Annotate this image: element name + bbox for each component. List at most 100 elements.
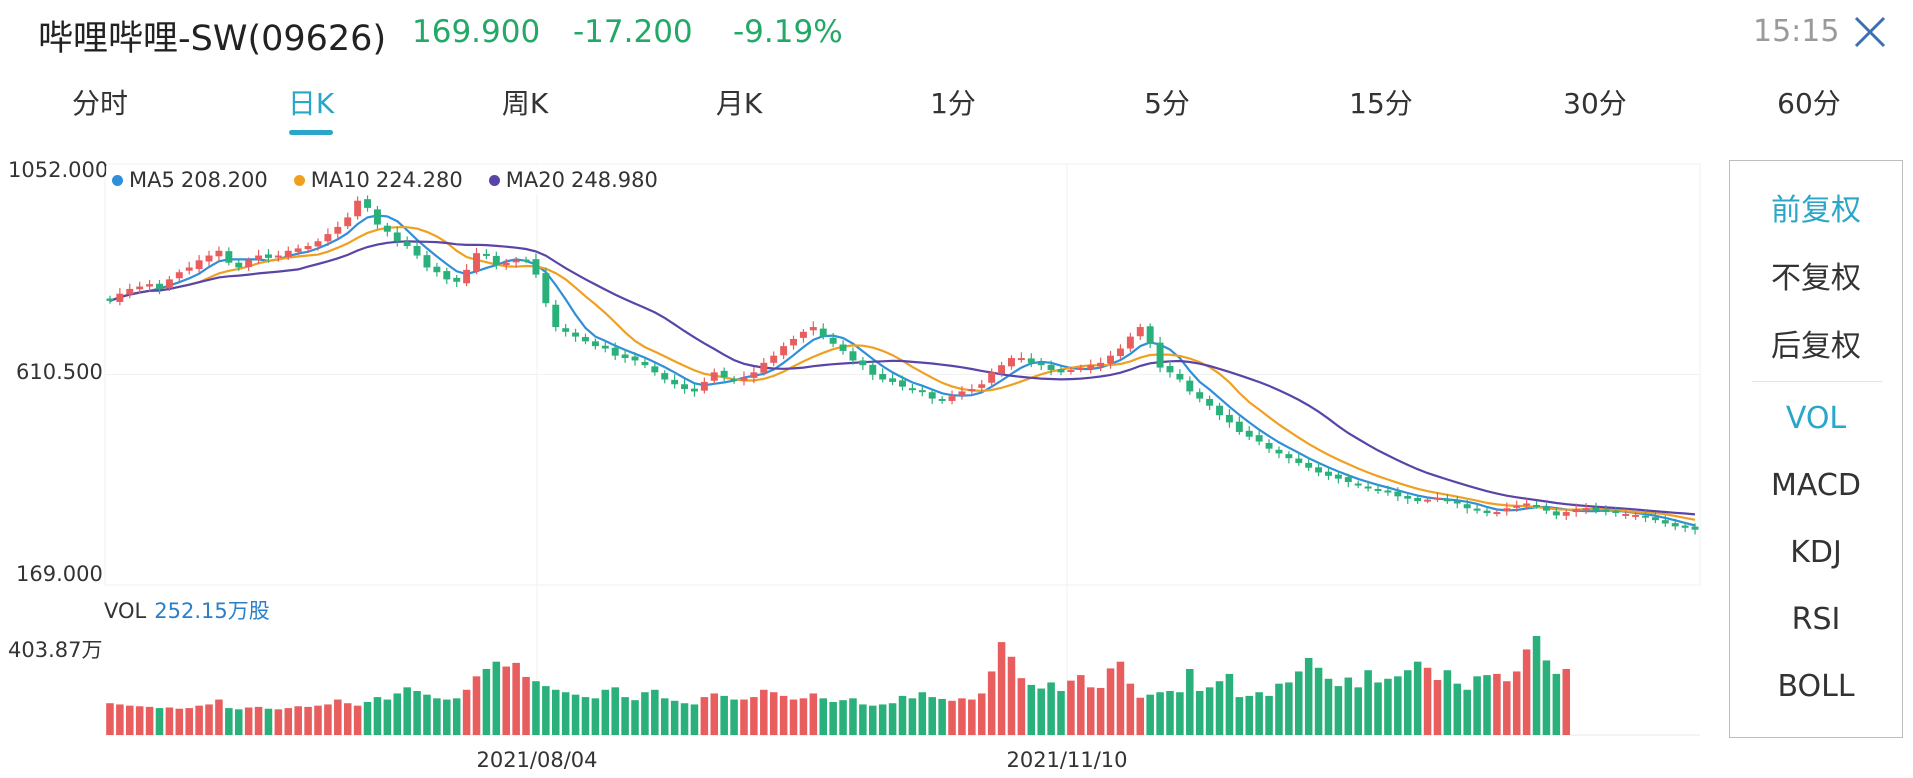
candle-body — [998, 365, 1006, 374]
volume-bar — [660, 698, 669, 735]
volume-bar — [1463, 689, 1471, 735]
candle-body — [651, 366, 659, 373]
candle-body — [1295, 458, 1303, 463]
indicator-macd[interactable]: MACD — [1771, 468, 1861, 503]
tab-monthly-k[interactable]: 月K — [715, 87, 763, 120]
volume-bar — [363, 702, 372, 735]
candle-body — [344, 217, 352, 227]
moving-average-lines — [109, 214, 1696, 527]
candle-body — [512, 260, 520, 263]
candle-body — [304, 246, 312, 250]
tab-60min[interactable]: 60分 — [1777, 87, 1841, 120]
candle-body — [1691, 526, 1699, 530]
volume-title: VOL — [104, 599, 147, 623]
volume-bar — [1285, 682, 1293, 735]
candle-body — [1443, 499, 1451, 502]
adjust-backward[interactable]: 后复权 — [1771, 329, 1861, 364]
candle-body — [1364, 486, 1372, 489]
volume-bar — [353, 705, 362, 735]
volume-bar — [244, 707, 253, 735]
volume-bar — [1176, 692, 1184, 735]
candle-body — [661, 373, 669, 380]
candle-body — [433, 266, 441, 273]
volume-bar — [1017, 678, 1026, 735]
volume-bar — [710, 693, 719, 735]
candle-body — [532, 259, 540, 275]
candle-body — [671, 379, 679, 385]
volume-bar — [928, 697, 936, 735]
candle-body — [393, 232, 401, 242]
candle-body — [918, 390, 926, 393]
volume-bar — [680, 703, 689, 735]
volume-bar — [1245, 695, 1254, 735]
candle-body — [1354, 483, 1362, 486]
candle-body — [879, 373, 887, 380]
candle-body — [1533, 504, 1541, 507]
candle-body — [809, 327, 817, 331]
candle-body — [552, 304, 560, 328]
candle-body — [899, 380, 906, 387]
candle-body — [1552, 511, 1560, 516]
volume-bar — [760, 689, 768, 735]
candle-body — [1463, 504, 1471, 509]
legend-ma5-value: 208.200 — [180, 168, 268, 192]
legend-ma20-name: MA20 — [505, 168, 565, 192]
candle-body — [1305, 462, 1313, 468]
indicator-boll[interactable]: BOLL — [1777, 669, 1855, 704]
panel-divider — [1752, 381, 1882, 382]
adjust-forward[interactable]: 前复权 — [1771, 193, 1861, 228]
tab-fenshi[interactable]: 分时 — [71, 87, 129, 120]
candle-body — [928, 392, 936, 399]
candle-body — [849, 351, 857, 361]
candle-body — [1523, 503, 1531, 506]
adjust-none[interactable]: 不复权 — [1771, 261, 1861, 296]
volume-bar — [938, 698, 946, 735]
candle-body — [1265, 443, 1273, 449]
volume-bar — [1205, 687, 1214, 735]
indicator-kdj[interactable]: KDJ — [1790, 535, 1842, 570]
candle-body — [1325, 471, 1332, 476]
candle-body — [1671, 523, 1679, 527]
candle-body — [334, 226, 342, 234]
volume-bar — [591, 698, 600, 735]
volume-bar — [1473, 676, 1481, 735]
tab-5min[interactable]: 5分 — [1144, 87, 1190, 120]
indicator-rsi[interactable]: RSI — [1791, 602, 1841, 637]
candle-body — [1116, 348, 1124, 357]
volume-bar — [789, 699, 798, 735]
volume-bar — [740, 699, 748, 735]
volume-bar — [1413, 661, 1422, 735]
indicator-panel: 前复权 不复权 后复权 VOL MACD KDJ RSI BOLL — [1729, 160, 1903, 738]
indicator-vol[interactable]: VOL — [1785, 401, 1847, 436]
candle-body — [582, 336, 589, 342]
volume-bar — [908, 698, 917, 735]
candle-body — [889, 378, 897, 382]
candle-body — [1513, 505, 1521, 508]
candle-body — [760, 362, 768, 373]
price-change-pct: -9.19% — [733, 14, 843, 50]
volume-bar — [690, 704, 699, 735]
candle-body — [1166, 366, 1174, 373]
candle-body — [1334, 474, 1342, 479]
tab-daily-k[interactable]: 日K — [287, 87, 335, 120]
candle-body — [1225, 414, 1233, 423]
active-tab-indicator — [289, 130, 333, 135]
tab-weekly-k[interactable]: 周K — [501, 87, 549, 120]
volume-bar — [1512, 671, 1521, 735]
candle-body — [423, 255, 431, 268]
candle-body — [1582, 508, 1590, 511]
candle-body — [492, 255, 500, 266]
ma-legend: MA5 208.200 MA10 224.280 MA20 248.980 — [106, 166, 664, 194]
candle-body — [1612, 510, 1620, 514]
volume-bar — [175, 708, 184, 735]
volume-bar — [1334, 686, 1343, 735]
tab-30min[interactable]: 30分 — [1563, 87, 1627, 120]
candle-body — [978, 384, 986, 388]
tab-15min[interactable]: 15分 — [1349, 87, 1413, 120]
close-icon[interactable] — [1850, 12, 1890, 52]
tab-1min[interactable]: 1分 — [930, 87, 976, 120]
candle-body — [1661, 520, 1669, 524]
volume-bar — [918, 692, 927, 735]
candle-body — [156, 283, 163, 289]
